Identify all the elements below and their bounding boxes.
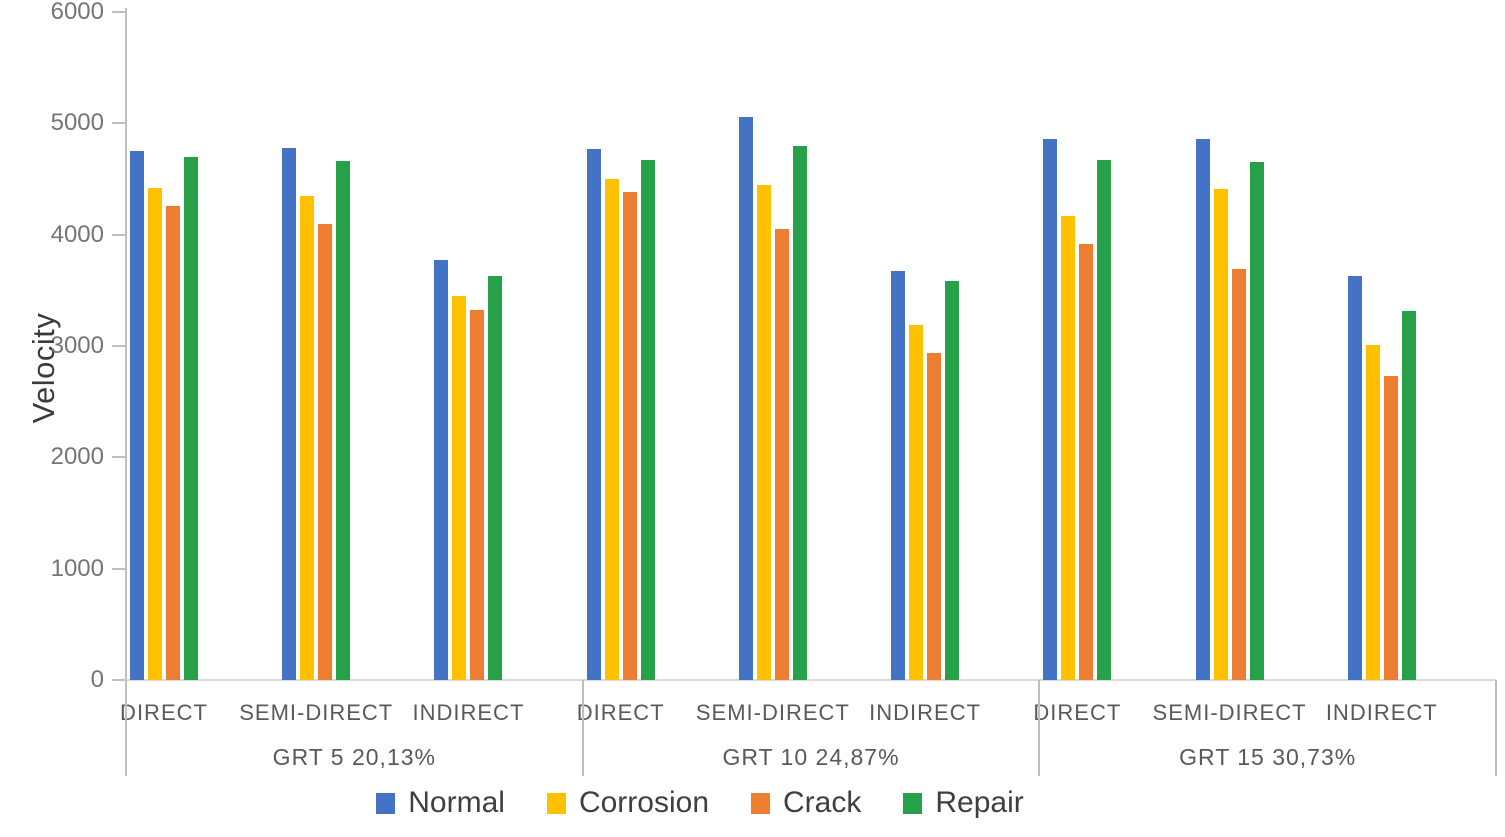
y-tick-label: 2000 bbox=[50, 443, 104, 471]
bar-repair bbox=[1249, 162, 1264, 680]
y-tick-mark bbox=[112, 456, 126, 459]
bar-crack bbox=[1231, 269, 1246, 680]
y-tick-label: 5000 bbox=[50, 109, 104, 137]
group-label: GRT 10 24,87% bbox=[722, 744, 900, 770]
bar-normal bbox=[1043, 138, 1058, 680]
legend-item: Repair bbox=[903, 786, 1024, 820]
x-axis-line bbox=[126, 679, 1496, 681]
category-divider bbox=[1038, 680, 1041, 776]
group-label: GRT 15 30,73% bbox=[1179, 744, 1357, 770]
bar-corrosion bbox=[1061, 215, 1076, 680]
bar-corrosion bbox=[452, 295, 467, 680]
bar-normal bbox=[586, 148, 601, 680]
bar-corrosion bbox=[909, 324, 924, 680]
bar-normal bbox=[891, 271, 906, 680]
category-label: DIRECT bbox=[576, 700, 665, 725]
y-tick-mark bbox=[112, 11, 126, 13]
bar-crack bbox=[470, 310, 485, 680]
legend-swatch-icon bbox=[376, 792, 396, 814]
category-label: SEMI-DIRECT bbox=[1152, 700, 1307, 725]
bar-repair bbox=[1097, 160, 1112, 680]
bar-corrosion bbox=[300, 195, 315, 680]
bar-normal bbox=[434, 260, 449, 680]
legend-swatch-icon bbox=[546, 792, 566, 814]
legend-swatch-icon bbox=[751, 792, 771, 814]
y-axis-title: Velocity bbox=[26, 312, 61, 424]
y-tick-label: 4000 bbox=[50, 220, 104, 248]
bar-corrosion bbox=[148, 187, 162, 680]
y-tick-mark bbox=[112, 122, 126, 125]
bar-crack bbox=[318, 223, 333, 680]
y-axis-line bbox=[125, 8, 127, 681]
y-tick-mark bbox=[112, 233, 126, 236]
y-tick-label: 0 bbox=[90, 666, 104, 693]
bar-crack bbox=[1079, 243, 1094, 680]
category-label: INDIRECT bbox=[412, 700, 525, 725]
bar-normal bbox=[1195, 138, 1210, 680]
category-divider bbox=[581, 680, 584, 776]
bar-crack bbox=[774, 229, 789, 680]
legend-swatch-icon bbox=[903, 792, 923, 814]
legend-item: Normal bbox=[376, 786, 505, 820]
bar-repair bbox=[488, 275, 503, 680]
y-tick-label: 3000 bbox=[50, 332, 104, 359]
bar-repair bbox=[792, 145, 807, 680]
legend-label: Normal bbox=[408, 786, 505, 819]
y-tick-mark bbox=[112, 679, 126, 681]
legend: Normal Corrosion Crack Repair bbox=[0, 786, 1400, 820]
category-label: DIRECT bbox=[120, 700, 208, 725]
bar-normal bbox=[130, 151, 144, 680]
bar-corrosion bbox=[1213, 189, 1228, 680]
bar-repair bbox=[640, 160, 655, 680]
bar-corrosion bbox=[604, 179, 619, 680]
bar-crack bbox=[927, 352, 942, 680]
bar-repair bbox=[945, 281, 960, 680]
category-label: INDIRECT bbox=[869, 700, 982, 725]
legend-item: Crack bbox=[751, 786, 861, 820]
bar-repair bbox=[1401, 311, 1416, 680]
legend-item: Corrosion bbox=[546, 786, 710, 820]
bar-repair bbox=[184, 156, 198, 680]
legend-label: Crack bbox=[783, 786, 862, 819]
bar-corrosion bbox=[756, 184, 771, 680]
bar-normal bbox=[738, 116, 753, 680]
category-label: SEMI-DIRECT bbox=[695, 700, 850, 725]
category-label: DIRECT bbox=[1033, 700, 1122, 725]
category-divider bbox=[1495, 680, 1497, 776]
legend-label: Repair bbox=[935, 786, 1024, 819]
y-tick-mark bbox=[112, 345, 126, 347]
bar-repair bbox=[336, 161, 351, 680]
y-tick-label: 6000 bbox=[50, 0, 104, 25]
bar-crack bbox=[166, 205, 180, 680]
bar-corrosion bbox=[1365, 344, 1380, 680]
y-tick-label: 1000 bbox=[50, 554, 104, 582]
bar-normal bbox=[282, 147, 297, 680]
group-label: GRT 5 20,13% bbox=[272, 744, 436, 770]
legend-label: Corrosion bbox=[578, 786, 710, 819]
y-tick-mark bbox=[112, 567, 126, 570]
category-divider bbox=[125, 680, 127, 776]
bar-crack bbox=[1383, 376, 1398, 680]
bar-crack bbox=[622, 192, 637, 680]
category-label: INDIRECT bbox=[1325, 700, 1438, 725]
bar-normal bbox=[1347, 275, 1362, 680]
category-label: SEMI-DIRECT bbox=[239, 700, 394, 725]
